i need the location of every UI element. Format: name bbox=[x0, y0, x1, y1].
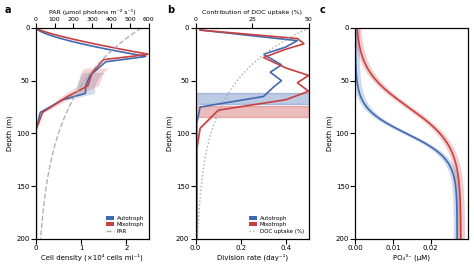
Text: b: b bbox=[167, 5, 174, 15]
Legend: Autotroph, Mixotroph, DOC uptake (%): Autotroph, Mixotroph, DOC uptake (%) bbox=[247, 213, 306, 236]
Text: a: a bbox=[4, 5, 10, 15]
Y-axis label: Depth (m): Depth (m) bbox=[327, 116, 333, 151]
Y-axis label: Depth (m): Depth (m) bbox=[7, 116, 13, 151]
X-axis label: Division rate (day⁻¹): Division rate (day⁻¹) bbox=[217, 254, 288, 261]
Bar bbox=[196, 93, 309, 104]
X-axis label: PAR (μmol photons m⁻² s⁻¹): PAR (μmol photons m⁻² s⁻¹) bbox=[49, 9, 136, 15]
X-axis label: Cell density (×10⁴ cells ml⁻¹): Cell density (×10⁴ cells ml⁻¹) bbox=[41, 254, 143, 261]
Text: c: c bbox=[319, 5, 325, 15]
X-axis label: PO₄³⁻ (μM): PO₄³⁻ (μM) bbox=[393, 254, 430, 261]
Y-axis label: Depth (m): Depth (m) bbox=[166, 116, 173, 151]
X-axis label: Contribution of DOC uptake (%): Contribution of DOC uptake (%) bbox=[202, 10, 302, 15]
Bar bbox=[196, 106, 309, 117]
Legend: Autotroph, Mixotroph, PAR: Autotroph, Mixotroph, PAR bbox=[104, 213, 146, 236]
